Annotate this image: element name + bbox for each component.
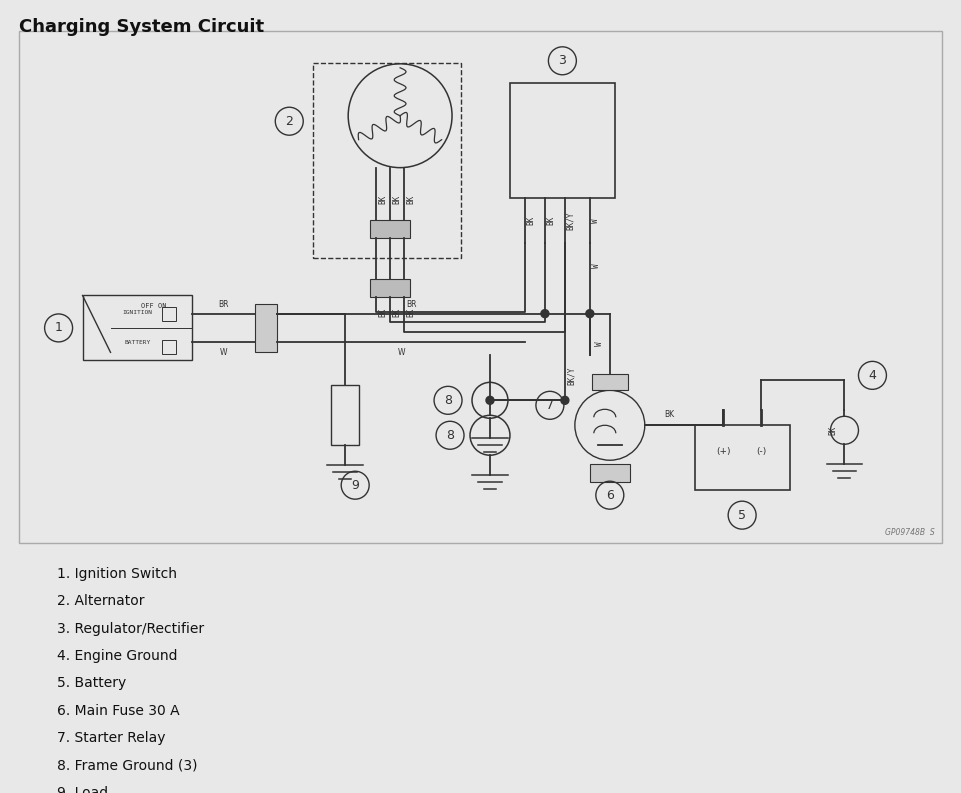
Text: 3: 3 [558, 54, 566, 67]
Text: BK: BK [393, 195, 402, 205]
Bar [370, 220, 410, 238]
Bar [256, 304, 278, 352]
Bar [510, 82, 615, 197]
Text: W: W [220, 348, 228, 357]
Bar [162, 308, 177, 321]
Text: BK: BK [379, 195, 387, 205]
Bar [695, 425, 790, 490]
Text: BK: BK [379, 308, 387, 317]
Text: 2. Alternator: 2. Alternator [57, 595, 144, 608]
Text: 4: 4 [869, 369, 876, 382]
Text: W: W [397, 348, 405, 357]
Bar [162, 340, 177, 354]
Text: IGNITION: IGNITION [122, 311, 153, 316]
Text: BK: BK [665, 410, 675, 419]
Text: 8. Frame Ground (3): 8. Frame Ground (3) [57, 758, 197, 772]
Bar [83, 296, 192, 360]
Text: BK: BK [828, 426, 837, 435]
Text: (-): (-) [756, 446, 766, 456]
Text: Charging System Circuit: Charging System Circuit [18, 18, 263, 36]
Text: 3. Regulator/Rectifier: 3. Regulator/Rectifier [57, 622, 204, 636]
Text: BR: BR [218, 300, 229, 308]
Circle shape [561, 396, 569, 404]
Text: 6. Main Fuse 30 A: 6. Main Fuse 30 A [57, 704, 180, 718]
Circle shape [486, 396, 494, 404]
Text: BK: BK [407, 195, 415, 205]
Text: BK: BK [547, 216, 555, 225]
Text: 1. Ignition Switch: 1. Ignition Switch [57, 567, 177, 581]
Text: BK/Y: BK/Y [567, 366, 577, 385]
Text: OFF ON: OFF ON [141, 304, 166, 309]
Circle shape [586, 309, 594, 318]
Text: 5: 5 [738, 508, 746, 522]
Text: GP09748B  S: GP09748B S [885, 528, 934, 537]
Text: BK: BK [393, 308, 402, 317]
Circle shape [541, 309, 549, 318]
Text: BK/Y: BK/Y [566, 211, 576, 230]
Text: (+): (+) [716, 446, 730, 456]
Text: 2: 2 [285, 115, 293, 128]
Text: BK: BK [407, 308, 415, 317]
Bar [370, 279, 410, 297]
Bar [592, 374, 628, 390]
Text: 7. Starter Relay: 7. Starter Relay [57, 731, 165, 745]
Text: 1: 1 [55, 321, 62, 335]
Text: W: W [591, 218, 601, 223]
Text: 5. Battery: 5. Battery [57, 676, 126, 691]
Text: 6: 6 [605, 488, 614, 502]
Text: 7: 7 [546, 399, 554, 412]
Text: 8: 8 [446, 429, 454, 442]
Text: 8: 8 [444, 394, 452, 407]
Text: W: W [595, 342, 604, 347]
Text: 9. Load: 9. Load [57, 786, 108, 793]
Text: BATTERY: BATTERY [124, 340, 151, 345]
Text: 9: 9 [351, 479, 359, 492]
Bar [590, 464, 629, 482]
Bar [313, 63, 461, 258]
Text: BK: BK [527, 216, 535, 225]
Text: BR: BR [406, 300, 416, 308]
Text: 4. Engine Ground: 4. Engine Ground [57, 649, 178, 663]
Text: W: W [592, 263, 602, 268]
Bar [332, 385, 359, 445]
